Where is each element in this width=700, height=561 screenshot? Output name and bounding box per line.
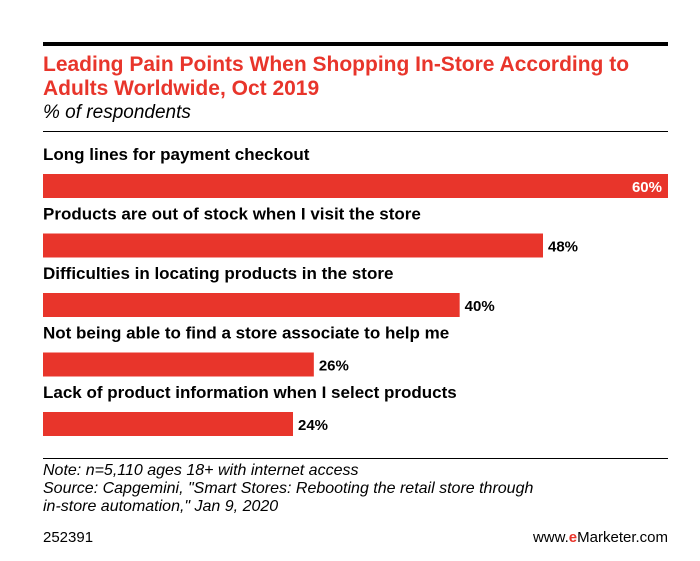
brand-prefix: www. — [532, 529, 569, 546]
brand-suffix: Marketer.com — [577, 529, 668, 546]
source-line: Source: Capgemini, "Smart Stores: Reboot… — [43, 480, 534, 497]
source-line-continued: in-store automation," Jan 9, 2020 — [43, 498, 279, 515]
chart-id: 252391 — [43, 529, 94, 546]
bar — [43, 233, 543, 258]
category-label: Difficulties in locating products in the… — [43, 264, 393, 283]
bar — [43, 352, 314, 377]
note-rule — [43, 458, 668, 459]
category-label: Long lines for payment checkout — [43, 145, 310, 164]
note-line: Note: n=5,110 ages 18+ with internet acc… — [43, 462, 359, 479]
top-rule — [43, 42, 668, 46]
value-label: 48% — [548, 239, 578, 256]
category-label: Lack of product information when I selec… — [43, 383, 457, 402]
chart-title: Leading Pain Points When Shopping In-Sto… — [43, 53, 630, 100]
value-label: 60% — [632, 179, 662, 196]
brand-accent: e — [568, 529, 578, 546]
category-label: Products are out of stock when I visit t… — [43, 205, 421, 224]
chart-note: Note: n=5,110 ages 18+ with internet acc… — [43, 462, 668, 516]
category-label: Not being able to find a store associate… — [43, 324, 449, 343]
value-label: 40% — [465, 298, 495, 315]
brand-url[interactable]: www.eMarketer.com — [533, 529, 668, 546]
bar-chart: Long lines for payment checkout 60% Produc… — [43, 145, 668, 436]
bar — [43, 412, 293, 436]
chart-subtitle: % of respondents — [43, 102, 191, 123]
bar — [43, 293, 460, 317]
title-rule — [43, 131, 668, 132]
value-label: 26% — [319, 358, 349, 375]
bar — [43, 174, 668, 198]
value-label: 24% — [298, 417, 328, 434]
